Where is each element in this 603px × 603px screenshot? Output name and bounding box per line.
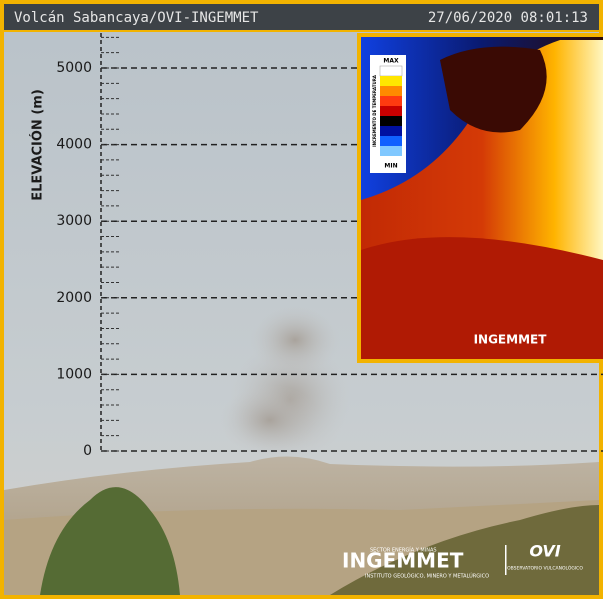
plume: [220, 385, 320, 455]
elevation-label: 3000: [56, 213, 92, 229]
webcam-frame: Volcán Sabancaya/OVI-INGEMMET 27/06/2020…: [0, 0, 603, 599]
colorbar-step: [380, 106, 402, 116]
plume: [250, 305, 340, 375]
thermal-inset: MAX MIN INCREMENTO DE TEMPERATURA INGEMM…: [357, 33, 603, 363]
legend-max: MAX: [383, 58, 399, 65]
colorbar-step: [380, 66, 402, 76]
colorbar-step: [380, 116, 402, 126]
scale-label: ELEVACIÓN (m): [30, 89, 46, 201]
footer-observatory: OBSERVATORIO VULCANOLÓGICO: [507, 565, 583, 572]
colorbar-step: [380, 136, 402, 146]
legend-label: INCREMENTO DE TEMPERATURA: [372, 74, 377, 147]
colorbar-step: [380, 126, 402, 136]
footer-logo: INGEMMET: [342, 549, 464, 573]
elevation-label: 5000: [56, 60, 92, 76]
colorbar: [380, 66, 402, 156]
colorbar-step: [380, 86, 402, 96]
elevation-label: 2000: [56, 290, 92, 306]
footer-institute: INSTITUTO GEOLÓGICO, MINERO Y METALÚRGIC…: [365, 573, 489, 580]
colorbar-step: [380, 96, 402, 106]
elevation-label: 1000: [56, 366, 92, 382]
header-border: [4, 30, 599, 32]
footer-ovi: OVI: [529, 542, 560, 561]
colorbar-step: [380, 76, 402, 86]
elevation-label: 4000: [56, 137, 92, 153]
colorbar-step: [380, 146, 402, 156]
inset-logo: INGEMMET: [474, 333, 548, 347]
elevation-label: 0: [83, 443, 92, 459]
header-timestamp: 27/06/2020 08:01:13: [428, 10, 588, 26]
header-title: Volcán Sabancaya/OVI-INGEMMET: [14, 10, 259, 26]
legend-min: MIN: [384, 163, 397, 170]
